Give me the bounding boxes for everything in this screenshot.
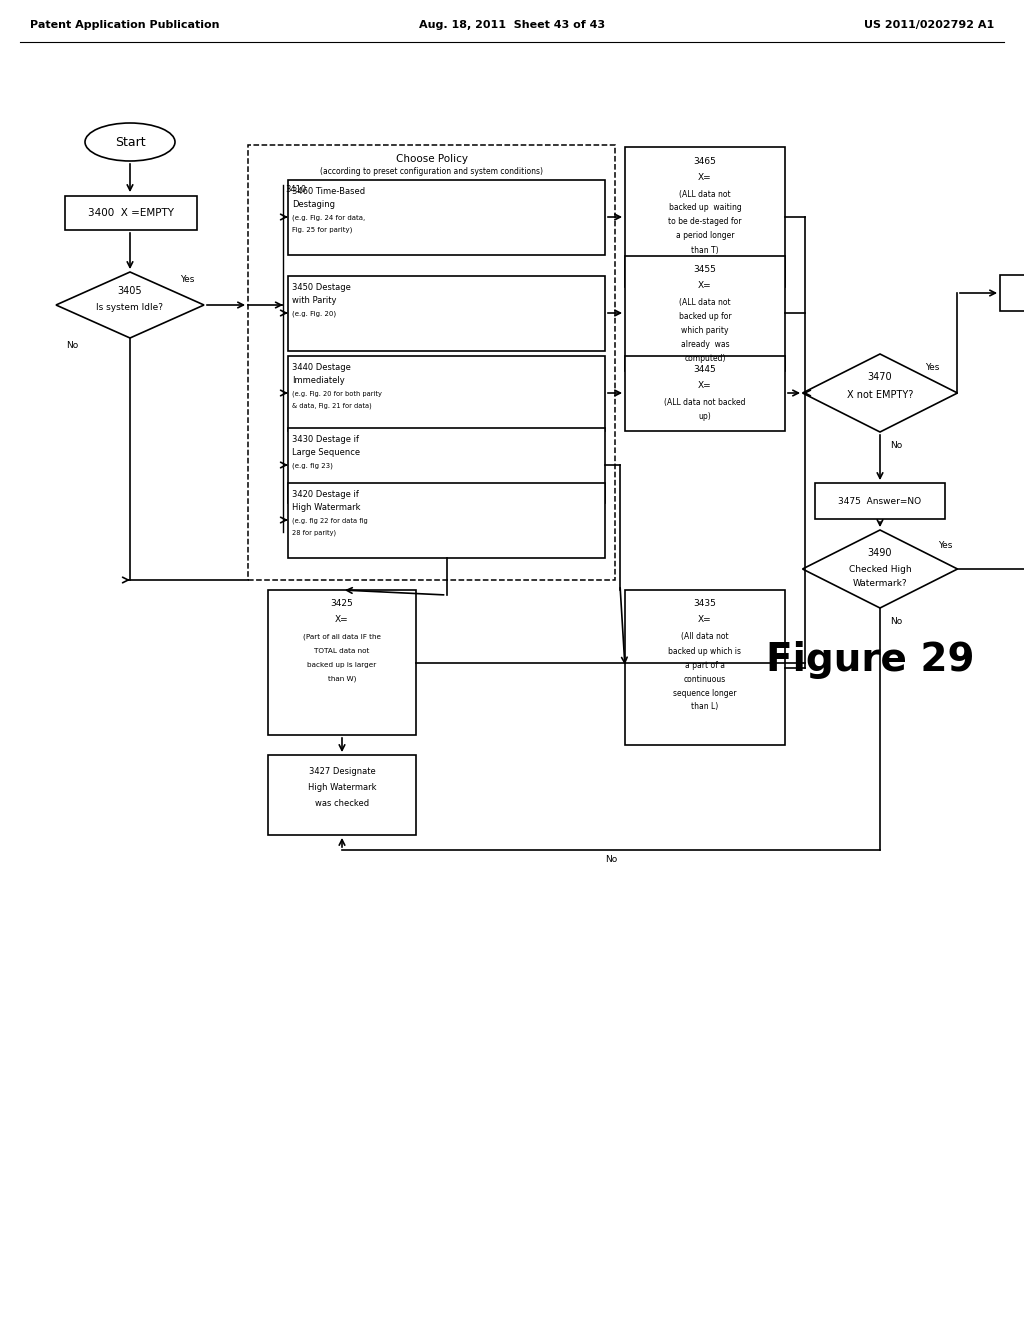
Text: Fig. 25 for parity): Fig. 25 for parity) xyxy=(292,226,352,232)
Text: (e.g. Fig. 20 for both parity: (e.g. Fig. 20 for both parity xyxy=(292,391,382,397)
FancyBboxPatch shape xyxy=(268,755,416,836)
Text: TOTAL data not: TOTAL data not xyxy=(314,648,370,653)
FancyBboxPatch shape xyxy=(625,355,785,430)
Text: X=: X= xyxy=(698,381,712,389)
Text: Yes: Yes xyxy=(925,363,939,371)
Text: (e.g. fig 22 for data fig: (e.g. fig 22 for data fig xyxy=(292,517,368,524)
Text: X=: X= xyxy=(698,615,712,624)
Text: Is system Idle?: Is system Idle? xyxy=(96,302,164,312)
Text: Yes: Yes xyxy=(938,540,952,549)
Text: Start: Start xyxy=(115,136,145,149)
Text: 3475  Answer=NO: 3475 Answer=NO xyxy=(839,496,922,506)
FancyBboxPatch shape xyxy=(1000,275,1024,312)
Text: No: No xyxy=(605,855,617,865)
FancyBboxPatch shape xyxy=(288,355,605,430)
FancyBboxPatch shape xyxy=(815,483,945,519)
Text: No: No xyxy=(66,341,78,350)
Text: 3420 Destage if: 3420 Destage if xyxy=(292,490,358,499)
Text: No: No xyxy=(890,616,902,626)
Text: with Parity: with Parity xyxy=(292,296,337,305)
Text: computed): computed) xyxy=(684,354,726,363)
FancyBboxPatch shape xyxy=(65,195,197,230)
Text: 3445: 3445 xyxy=(693,366,717,374)
Text: No: No xyxy=(890,441,902,450)
Text: 3490: 3490 xyxy=(867,548,892,558)
Text: Yes: Yes xyxy=(180,275,195,284)
Text: backed up which is: backed up which is xyxy=(669,647,741,656)
Text: (e.g. Fig. 20): (e.g. Fig. 20) xyxy=(292,310,336,317)
Text: was checked: was checked xyxy=(315,799,369,808)
Text: X=: X= xyxy=(698,281,712,290)
Text: (ALL data not: (ALL data not xyxy=(679,298,731,308)
Text: continuous: continuous xyxy=(684,675,726,684)
Text: X not EMPTY?: X not EMPTY? xyxy=(847,389,913,400)
FancyBboxPatch shape xyxy=(288,180,605,255)
Text: High Watermark: High Watermark xyxy=(292,503,360,512)
Text: 3450 Destage: 3450 Destage xyxy=(292,282,351,292)
Text: 3470: 3470 xyxy=(867,372,892,381)
Text: a period longer: a period longer xyxy=(676,231,734,240)
Text: (e.g. fig 23): (e.g. fig 23) xyxy=(292,462,333,469)
Polygon shape xyxy=(803,531,957,609)
FancyBboxPatch shape xyxy=(625,147,785,286)
Text: sequence longer: sequence longer xyxy=(673,689,736,697)
FancyBboxPatch shape xyxy=(288,428,605,503)
Text: US 2011/0202792 A1: US 2011/0202792 A1 xyxy=(864,20,994,30)
Text: 3410: 3410 xyxy=(285,185,306,194)
Text: a part of a: a part of a xyxy=(685,660,725,669)
Text: Watermark?: Watermark? xyxy=(853,579,907,589)
Text: already  was: already was xyxy=(681,341,729,348)
FancyBboxPatch shape xyxy=(288,276,605,351)
Text: (e.g. Fig. 24 for data,: (e.g. Fig. 24 for data, xyxy=(292,214,366,220)
FancyBboxPatch shape xyxy=(625,590,785,744)
Text: (according to preset configuration and system conditions): (according to preset configuration and s… xyxy=(319,168,543,177)
Text: Figure 29: Figure 29 xyxy=(766,642,974,678)
Text: (ALL data not backed: (ALL data not backed xyxy=(665,399,745,407)
Text: 3440 Destage: 3440 Destage xyxy=(292,363,351,372)
Text: & data, Fig. 21 for data): & data, Fig. 21 for data) xyxy=(292,403,372,409)
Text: 3460 Time-Based: 3460 Time-Based xyxy=(292,187,366,195)
Text: Checked High: Checked High xyxy=(849,565,911,573)
Text: X=: X= xyxy=(698,173,712,181)
FancyBboxPatch shape xyxy=(625,256,785,371)
Text: Patent Application Publication: Patent Application Publication xyxy=(30,20,219,30)
Text: Choose Policy: Choose Policy xyxy=(395,154,468,164)
Text: Destaging: Destaging xyxy=(292,201,335,209)
Text: (All data not: (All data not xyxy=(681,632,729,642)
Text: backed up for: backed up for xyxy=(679,312,731,321)
Polygon shape xyxy=(56,272,204,338)
Text: up): up) xyxy=(698,412,712,421)
Text: 3465: 3465 xyxy=(693,157,717,165)
Polygon shape xyxy=(803,354,957,432)
Text: (ALL data not: (ALL data not xyxy=(679,190,731,198)
Text: backed up is larger: backed up is larger xyxy=(307,663,377,668)
Text: to be de-staged for: to be de-staged for xyxy=(669,218,741,227)
Text: 3425: 3425 xyxy=(331,599,353,609)
Text: which parity: which parity xyxy=(681,326,729,335)
Text: 3455: 3455 xyxy=(693,265,717,275)
Ellipse shape xyxy=(85,123,175,161)
Text: backed up  waiting: backed up waiting xyxy=(669,203,741,213)
Text: High Watermark: High Watermark xyxy=(308,783,376,792)
Text: 3435: 3435 xyxy=(693,599,717,609)
Text: Large Sequence: Large Sequence xyxy=(292,447,360,457)
Text: than T): than T) xyxy=(691,246,719,255)
Text: (Part of all data IF the: (Part of all data IF the xyxy=(303,634,381,640)
Text: 3400  X =EMPTY: 3400 X =EMPTY xyxy=(88,209,174,218)
FancyBboxPatch shape xyxy=(288,483,605,557)
Text: 3427 Designate: 3427 Designate xyxy=(308,767,376,776)
Text: than L): than L) xyxy=(691,702,719,711)
Text: Immediately: Immediately xyxy=(292,376,345,385)
Text: than W): than W) xyxy=(328,676,356,682)
Text: X=: X= xyxy=(335,615,349,624)
FancyBboxPatch shape xyxy=(248,145,615,579)
Text: 3405: 3405 xyxy=(118,286,142,296)
Text: 3430 Destage if: 3430 Destage if xyxy=(292,436,359,444)
Text: Aug. 18, 2011  Sheet 43 of 43: Aug. 18, 2011 Sheet 43 of 43 xyxy=(419,20,605,30)
Text: 28 for parity): 28 for parity) xyxy=(292,529,336,536)
FancyBboxPatch shape xyxy=(268,590,416,735)
